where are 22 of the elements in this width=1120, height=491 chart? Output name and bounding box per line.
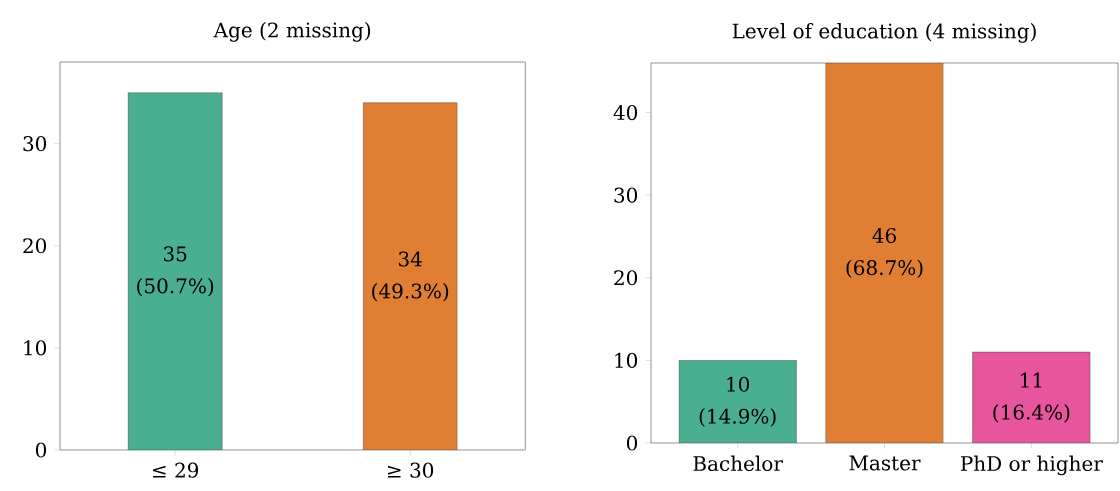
data-label: 11 (16.4%) bbox=[993, 372, 1070, 423]
x-tick-label: ≥ 30 bbox=[388, 462, 434, 478]
x-tick-label: Master bbox=[849, 455, 921, 471]
bar bbox=[678, 360, 797, 443]
data-label: 46 (68.7%) bbox=[846, 228, 923, 278]
x-tick-label: Bachelor bbox=[693, 455, 783, 472]
y-tick-label: 10 bbox=[615, 352, 638, 368]
y-tick-label: 30 bbox=[23, 136, 47, 152]
data-label: 35 (50.7%) bbox=[137, 246, 214, 297]
data-label: 34 (49.3%) bbox=[372, 251, 449, 302]
data-label: 10 (14.9%) bbox=[699, 376, 776, 427]
y-tick-label: 0 bbox=[626, 435, 638, 451]
y-tick-label: 20 bbox=[614, 270, 638, 286]
x-tick-label: PhD or higher bbox=[960, 455, 1103, 476]
y-tick-label: 0 bbox=[35, 442, 47, 458]
x-tick-label: ≤ 29 bbox=[153, 462, 199, 478]
y-tick-label: 20 bbox=[23, 238, 47, 254]
chart-title: Age (2 missing) bbox=[213, 22, 371, 42]
y-tick-label: 10 bbox=[24, 340, 47, 356]
y-tick-label: 30 bbox=[614, 187, 638, 203]
y-tick-label: 40 bbox=[613, 104, 638, 121]
chart-title: Level of education (4 missing) bbox=[732, 23, 1036, 43]
